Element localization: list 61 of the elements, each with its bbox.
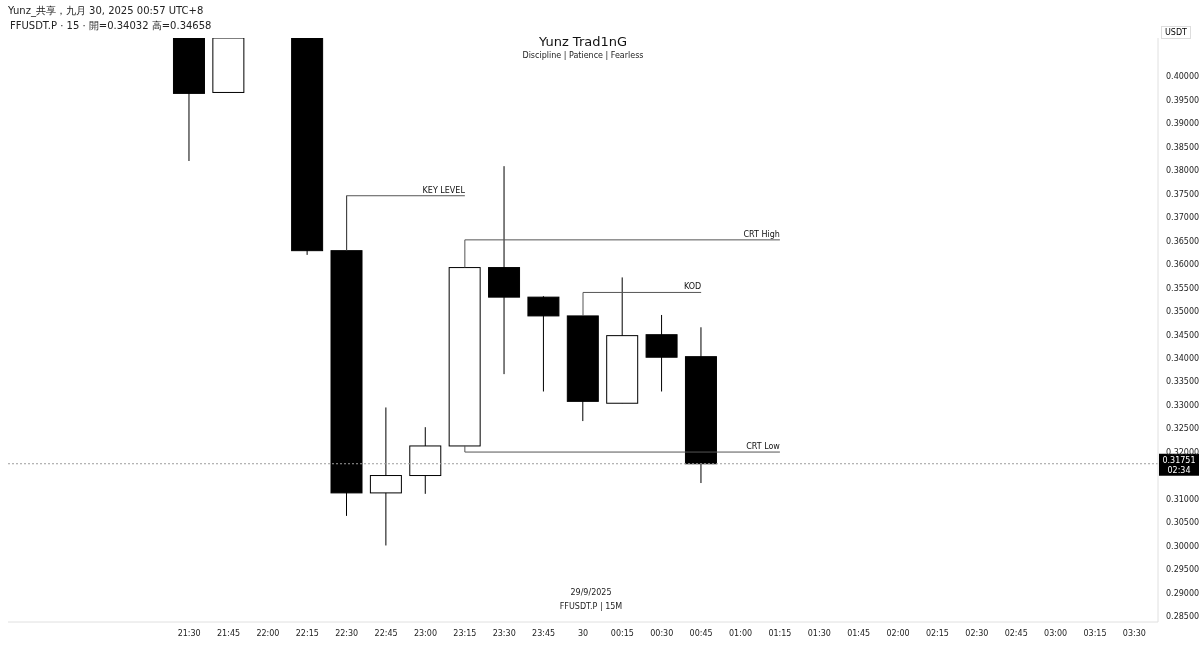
x-tick-label: 02:00 <box>886 628 910 638</box>
y-tick-label: 0.36500 <box>1166 236 1200 246</box>
series-label: CRT High <box>743 229 780 239</box>
y-tick-label: 0.38000 <box>1166 166 1200 176</box>
chart-title: Yunz Trad1nG <box>537 34 629 49</box>
y-tick-label: 0.34000 <box>1166 354 1200 364</box>
x-tick-label: 22:00 <box>256 628 280 638</box>
series-label: KOD <box>683 282 702 292</box>
y-tick-label: 0.39500 <box>1166 95 1200 105</box>
text: 02:34 <box>1167 465 1191 475</box>
y-tick-label: 0.29500 <box>1166 565 1200 575</box>
series-label: KEY LEVEL <box>422 185 466 195</box>
x-tick-label: 22:15 <box>295 628 319 638</box>
x-tick-label: 22:30 <box>335 628 359 638</box>
x-tick-label: 01:30 <box>807 628 831 638</box>
candlestick <box>369 406 402 546</box>
y-tick-label: 0.35000 <box>1166 307 1200 317</box>
y-tick-label: 0.37500 <box>1166 189 1200 199</box>
y-tick-label: 0.34500 <box>1166 330 1200 340</box>
annotation: 29/9/2025 <box>570 588 612 597</box>
x-tick-label: 23:00 <box>413 628 437 638</box>
x-tick-label: 21:45 <box>217 628 241 638</box>
x-tick-label: 01:15 <box>768 628 792 638</box>
x-tick-label: 22:45 <box>374 628 398 638</box>
y-tick-label: 0.30000 <box>1166 541 1200 551</box>
y-tick-label: 0.30500 <box>1166 518 1200 528</box>
y-tick-label: 0.32500 <box>1166 424 1200 434</box>
x-tick-label: 03:15 <box>1083 628 1107 638</box>
x-tick-label: 00:45 <box>689 628 713 638</box>
x-tick-label: 03:30 <box>1122 628 1146 638</box>
y-tick-label: 0.33000 <box>1166 400 1200 410</box>
x-tick-label: 00:30 <box>650 628 674 638</box>
text: Discipline | Patience | Fearless <box>521 51 645 60</box>
x-tick-label: 23:30 <box>492 628 516 638</box>
x-tick-label: 01:45 <box>847 628 871 638</box>
x-tick-label: 02:30 <box>965 628 989 638</box>
x-tick-label: 21:30 <box>177 628 201 638</box>
x-tick-label: 23:15 <box>453 628 477 638</box>
y-tick-label: 0.36000 <box>1166 260 1200 270</box>
series-label: CRT Low <box>746 442 781 452</box>
y-tick-label: 0.31000 <box>1166 494 1200 504</box>
x-tick-label: 02:45 <box>1004 628 1028 638</box>
x-tick-label: 00:15 <box>610 628 634 638</box>
y-tick-label: 0.37000 <box>1166 213 1200 223</box>
y-tick-label: 0.28500 <box>1166 612 1200 622</box>
ref-line-label: 0.31751 <box>1162 455 1196 465</box>
text: Yunz_共享，九月 30, 2025 00:57 UTC+8 <box>8 4 204 18</box>
x-tick-label: 01:00 <box>729 628 753 638</box>
x-tick-label: 02:15 <box>925 628 949 638</box>
x-tick-label: 23:45 <box>532 628 556 638</box>
text: FFUSDT.P · 15 · 開=0.34032 高=0.34658 <box>8 19 214 33</box>
x-tick-label: 30 <box>577 628 589 638</box>
y-tick-label: 0.39000 <box>1166 119 1200 129</box>
y-tick-label: 0.29000 <box>1166 588 1200 598</box>
y-tick-label: 0.38500 <box>1166 142 1200 152</box>
x-tick-label: 03:00 <box>1044 628 1068 638</box>
y-tick-label: 0.40000 <box>1166 72 1200 82</box>
y-tick-label: 0.33500 <box>1166 377 1200 387</box>
annotation: FFUSDT.P | 15M <box>558 602 624 611</box>
y-tick-label: 0.35500 <box>1166 283 1200 293</box>
y-axis-title: USDT <box>1161 26 1191 39</box>
